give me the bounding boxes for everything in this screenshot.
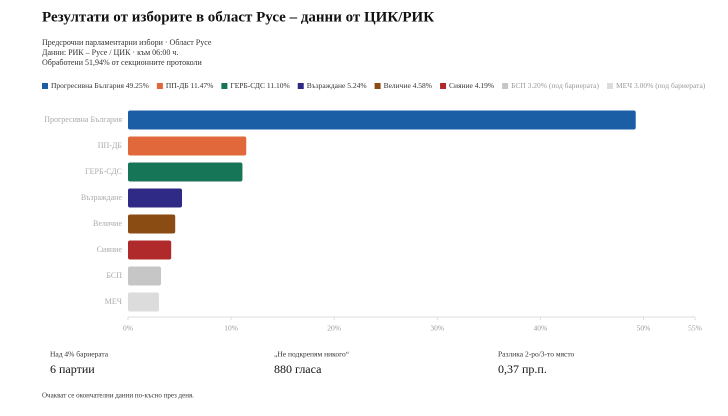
x-tick-label: 40%	[533, 324, 547, 333]
subtitle: Обработени 51,94% от секционните протоко…	[42, 58, 203, 67]
stat-label: „Не подкрепям никого“	[274, 350, 350, 359]
x-tick-label: 10%	[224, 324, 238, 333]
legend-swatch	[156, 83, 163, 89]
legend-label: Величие 4.58%	[384, 81, 432, 90]
category-label: Сияние	[97, 245, 123, 254]
bar	[128, 240, 172, 260]
legend-label: МЕЧ 3.00% (под бариерата)	[616, 81, 706, 90]
legend-swatch	[374, 83, 381, 89]
x-tick-label: 50%	[637, 324, 651, 333]
category-label: МЕЧ	[105, 297, 122, 306]
bar	[128, 136, 247, 156]
legend-label: Прогресивна България 49.25%	[51, 81, 149, 90]
x-tick-label: 20%	[327, 324, 341, 333]
category-label: Величие	[93, 219, 122, 228]
subtitle: Данни: РИК – Русе / ЦИК · към 06:00 ч.	[42, 48, 178, 57]
legend-swatch	[502, 83, 509, 89]
x-tick-label: 0%	[123, 324, 133, 333]
legend-label: ПП-ДБ 11.47%	[166, 81, 213, 90]
category-label: Възраждане	[81, 193, 123, 202]
category-label: ПП-ДБ	[98, 141, 123, 150]
stat-label: Над 4% бариерата	[50, 350, 109, 359]
category-label: Прогресивна България	[44, 115, 122, 124]
chart-title: Резултати от изборите в област Русе – да…	[42, 9, 434, 25]
bar	[128, 214, 176, 234]
stat-value: 880 гласа	[274, 362, 322, 376]
x-tick-label: 55%	[688, 324, 702, 333]
legend-swatch	[297, 83, 304, 89]
legend-swatch	[42, 83, 48, 89]
subtitle: Предсрочни парламентарни избори · Област…	[42, 38, 212, 47]
legend-swatch	[440, 83, 447, 89]
legend-label: Възраждане 5.24%	[307, 81, 367, 90]
stat-label: Разлика 2-ро/3-то място	[498, 350, 575, 359]
footnote: Очакват се окончателни данни по-късно пр…	[42, 392, 194, 400]
bar	[128, 292, 159, 312]
bar	[128, 162, 243, 182]
legend-swatch	[221, 83, 228, 89]
x-tick-label: 30%	[430, 324, 444, 333]
stat-value: 6 партии	[50, 362, 95, 376]
legend-label: БСП 3.20% (под бариерата)	[511, 81, 599, 90]
bar	[128, 188, 183, 208]
legend-label: Сияние 4.19%	[449, 81, 494, 90]
category-label: ГЕРБ-СДС	[85, 167, 122, 176]
bar	[128, 266, 161, 286]
legend-swatch	[606, 83, 613, 89]
stat-value: 0,37 пр.п.	[498, 362, 547, 376]
category-label: БСП	[106, 271, 122, 280]
bar	[128, 110, 636, 130]
legend-label: ГЕРБ-СДС 11.10%	[230, 81, 289, 90]
